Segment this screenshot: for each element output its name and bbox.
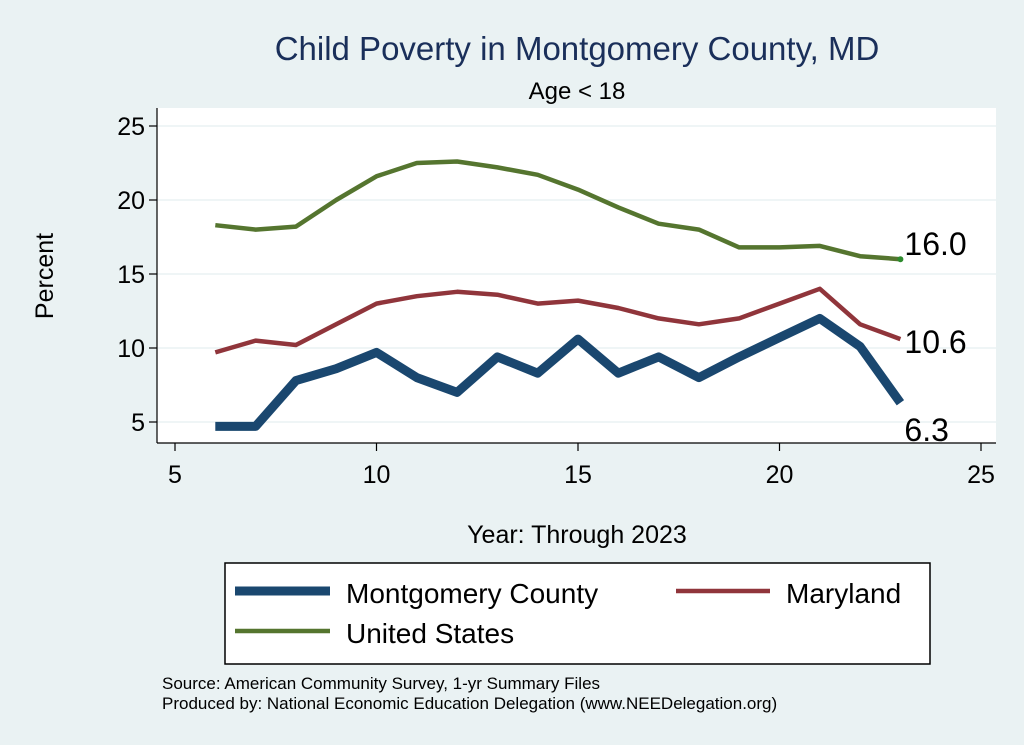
end-label-montgomery-county: 6.3 [904, 412, 948, 448]
axes: 5 10 15 20 25 5 10 15 20 25 [117, 108, 996, 489]
legend-label-montgomery-county: Montgomery County [346, 578, 598, 609]
end-label-maryland: 10.6 [904, 324, 966, 360]
end-point-united-states [897, 256, 904, 263]
y-tick-label: 20 [117, 187, 145, 215]
x-tick-label: 10 [363, 461, 391, 489]
y-tick-label: 25 [117, 113, 145, 141]
legend-label-united-states: United States [346, 618, 514, 649]
series-line-united-states [215, 159, 901, 262]
legend-label-maryland: Maryland [786, 578, 901, 609]
y-axis-title: Percent [31, 233, 59, 319]
series-group [214, 159, 905, 431]
x-tick-label: 25 [967, 461, 995, 489]
legend-box [224, 562, 931, 665]
plot-area [157, 108, 996, 443]
x-tick-label: 5 [168, 461, 182, 489]
x-tick-label: 20 [766, 461, 794, 489]
x-axis-title: Year: Through 2023 [467, 521, 687, 549]
series-line-maryland [214, 286, 902, 355]
grid [157, 125, 996, 423]
produced-by-note: Produced by: National Economic Education… [162, 694, 777, 713]
end-label-united-states: 16.0 [904, 226, 966, 262]
source-note: Source: American Community Survey, 1-yr … [162, 674, 600, 693]
y-tick-label: 10 [117, 335, 145, 363]
end-labels: 6.3 10.6 16.0 [904, 226, 966, 448]
y-tick-label: 15 [117, 261, 145, 289]
chart-title: Child Poverty in Montgomery County, MD [275, 30, 880, 67]
x-tick-label: 15 [564, 461, 592, 489]
y-tick-label: 5 [131, 409, 145, 437]
series-line-montgomery-county [215, 313, 905, 431]
legend: Montgomery County Maryland United States [235, 578, 901, 649]
chart-subtitle: Age < 18 [529, 78, 626, 105]
